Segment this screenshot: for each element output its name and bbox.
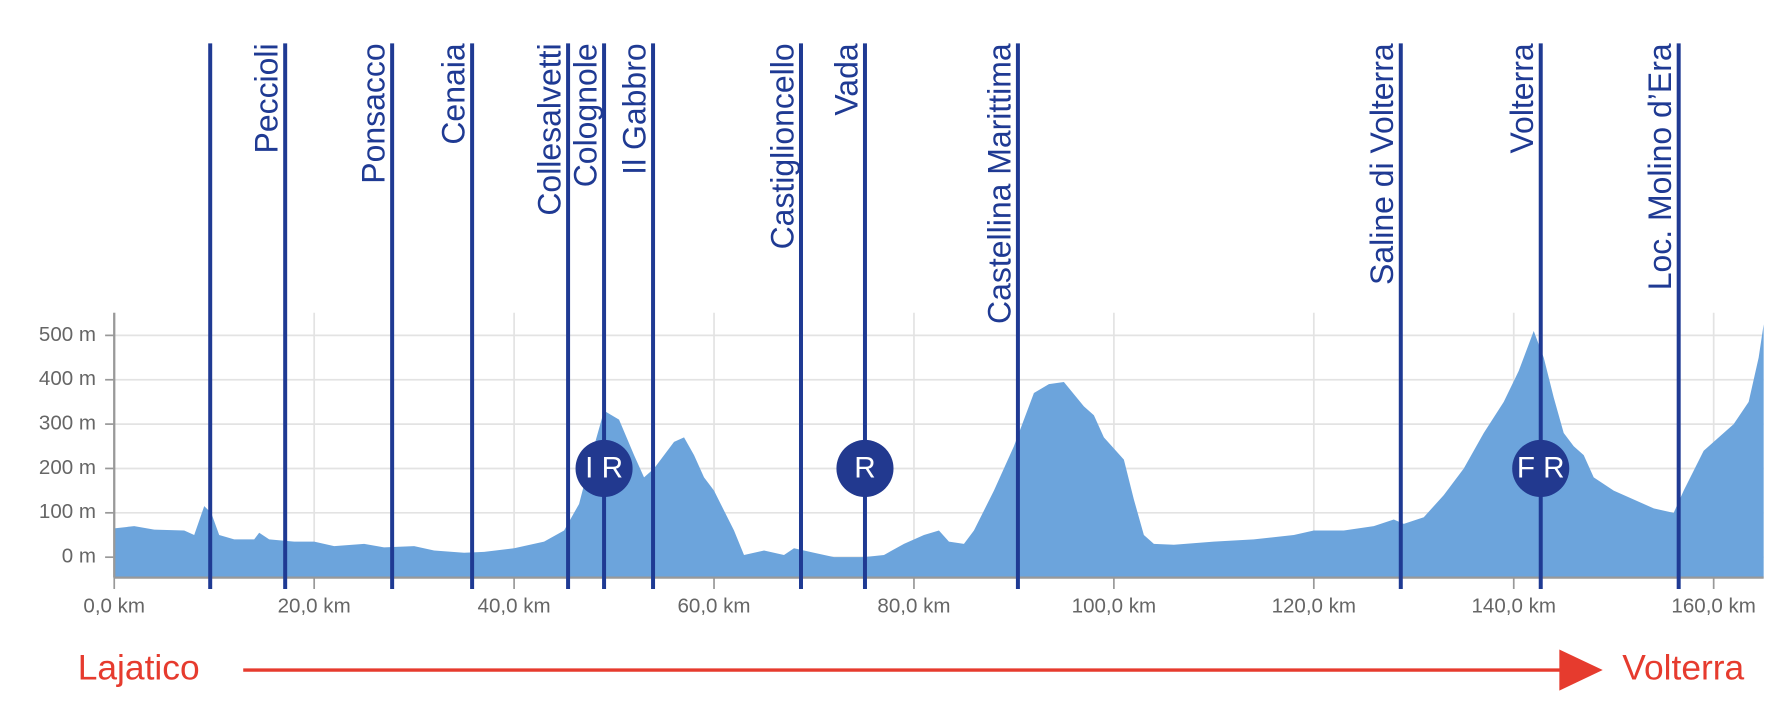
town-label: Il Gabbro [617,43,653,174]
x-tick-label: 140,0 km [1472,595,1556,618]
town-label: Castellina Marittima [981,43,1017,324]
badge-label: R [854,451,875,484]
town-label: Colognole [568,43,604,187]
badge [836,439,894,497]
x-tick-label: 40,0 km [478,595,551,618]
town-label: Peccioli [249,43,285,153]
town-label: Ponsacco [356,43,392,183]
y-tick-label: 400 m [39,367,96,390]
x-tick-label: 100,0 km [1072,595,1156,618]
badge-label: F R [1517,451,1565,484]
x-tick-label: 160,0 km [1671,595,1755,618]
y-tick-label: 0 m [62,545,96,568]
x-tick-label: 80,0 km [877,595,950,618]
town-label: Volterra [1504,43,1540,153]
badge-label: I R [585,451,623,484]
town-label: Collesalvetti [532,43,568,215]
x-tick-label: 20,0 km [278,595,351,618]
town-label: Cenaia [436,43,472,144]
end-label: Volterra [1622,648,1744,687]
town-label: Castiglioncello [764,43,800,249]
y-tick-label: 500 m [39,323,96,346]
badge [575,439,633,497]
y-tick-label: 300 m [39,412,96,435]
y-tick-label: 200 m [39,456,96,479]
x-tick-label: 120,0 km [1272,595,1356,618]
x-tick-label: 60,0 km [678,595,751,618]
y-tick-label: 100 m [39,500,96,523]
arrow-head [1559,649,1603,691]
x-tick-label: 0,0 km [83,595,145,618]
badge [1512,439,1570,497]
town-label: Vada [828,43,864,115]
town-label: Loc. Molino d’Era [1642,43,1678,290]
start-label: Lajatico [78,648,200,687]
elevation-area [114,324,1764,578]
town-label: Saline di Volterra [1364,43,1400,285]
